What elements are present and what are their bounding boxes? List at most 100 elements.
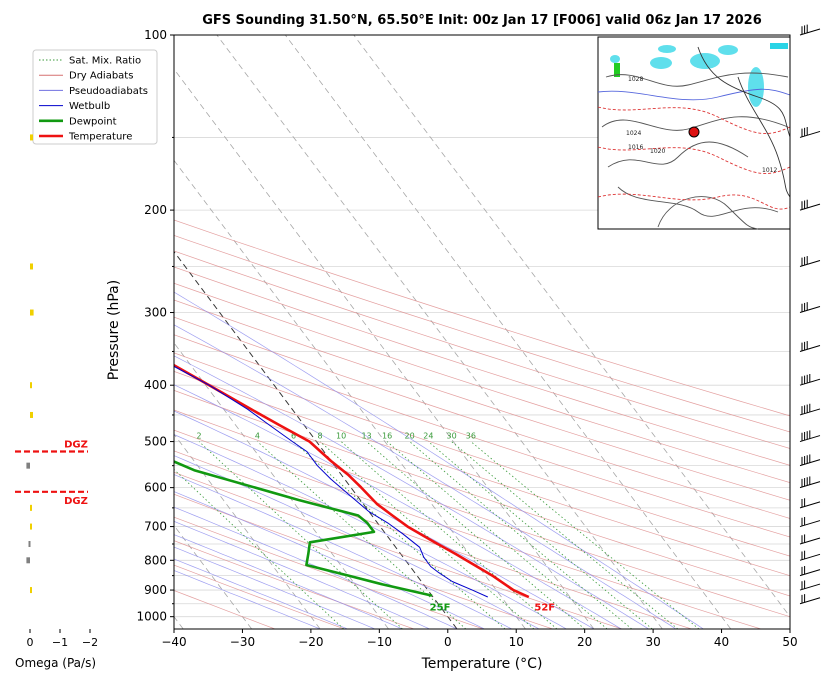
mixing-ratio-label: 8 [318, 432, 323, 441]
wind-barb [799, 341, 821, 352]
wind-barb-staff [799, 28, 821, 36]
wind-barb [799, 516, 821, 528]
wind-barb-staff [799, 597, 821, 605]
wind-barb [799, 594, 821, 605]
inset-precip [718, 45, 738, 55]
dry-adiabat-line [174, 409, 790, 618]
wind-barb [799, 430, 821, 443]
wind-barb-staff [799, 408, 821, 416]
omega-bar [28, 541, 31, 548]
dry-adiabat-line [174, 471, 623, 629]
omega-bar [30, 504, 32, 511]
omega-panel: 0 −1 −2 DGZ DGZ [15, 134, 98, 649]
dry-adiabat-line [174, 334, 790, 538]
inset-contour [607, 141, 749, 168]
x-axis-label: Temperature (°C) [421, 656, 543, 672]
legend-box [32, 49, 158, 145]
x-tick-label: −10 [367, 635, 392, 649]
wind-barb-staff [799, 569, 821, 577]
wind-barb-staff [799, 537, 821, 545]
dry-adiabat-line [174, 390, 790, 597]
inset-precip [610, 55, 620, 63]
mixing-ratio-line [428, 441, 653, 629]
mixing-ratio-line [340, 441, 558, 629]
y-tick-label: 700 [144, 520, 167, 534]
wind-barb-staff [799, 459, 821, 467]
inset-precip [690, 53, 720, 69]
wind-barb [799, 550, 821, 561]
inset-contour [697, 46, 791, 138]
isotherm-line [174, 342, 389, 629]
wind-barb [799, 454, 821, 467]
omega-bar [30, 382, 32, 389]
mixing-ratio-line [198, 441, 403, 629]
mixing-ratio-label: 24 [423, 432, 433, 441]
wind-barb-staff [799, 481, 821, 489]
mixing-ratio-line [386, 441, 608, 629]
legend-label: Sat. Mix. Ratio [69, 56, 141, 67]
inset-contour [597, 193, 791, 210]
inset-isobar-label: 1024 [626, 130, 641, 137]
surface-annotation: 25F [430, 602, 451, 613]
wind-barb [799, 199, 821, 211]
omega-bar [30, 309, 34, 316]
mixing-ratio-label: 20 [405, 432, 415, 441]
plot-frame [173, 34, 791, 630]
inset-precip [658, 45, 676, 53]
x-tick-label: 40 [714, 635, 729, 649]
wind-barb-staff [799, 130, 821, 138]
legend: Sat. Mix. Ratio Dry Adiabats Pseudoadiabat… [32, 49, 158, 145]
dry-adiabat-line [174, 299, 790, 501]
pseudoadiabat-line [174, 534, 403, 629]
omega-bar [30, 134, 33, 141]
wind-barb [799, 127, 821, 138]
pseudoadiabat-line [174, 570, 321, 629]
inset-contour [597, 106, 791, 134]
mixing-ratio-label: 16 [382, 432, 392, 441]
mixing-ratio-label: 6 [291, 432, 296, 441]
inset-isobar-label: 1016 [628, 144, 643, 151]
pseudoadiabat-line [174, 455, 540, 629]
omega-tick-label: 0 [27, 636, 34, 649]
mixing-ratio-line [409, 441, 633, 629]
omega-tick-label: −2 [82, 636, 98, 649]
dry-adiabat-line [174, 450, 692, 629]
inset-contour [597, 146, 791, 174]
dry-adiabat-line [174, 282, 790, 483]
inset-contour [737, 76, 791, 198]
wind-barb-staff [799, 553, 821, 561]
wind-barb [799, 302, 821, 314]
omega-bar [30, 587, 32, 594]
dry-adiabat-line [174, 371, 790, 577]
wind-barb [799, 566, 821, 577]
dry-adiabat-line [174, 429, 762, 629]
mixing-ratio-line [451, 441, 679, 629]
y-tick-label: 100 [144, 28, 167, 42]
pseudoadiabat-line [174, 384, 622, 629]
x-tick-label: 50 [782, 635, 797, 649]
omega-axis-label: Omega (Pa/s) [15, 656, 97, 670]
isotherm-line [216, 35, 663, 629]
x-tick-label: 0 [444, 635, 452, 649]
pseudoadiabat-line [174, 291, 704, 629]
dry-adiabat-line [174, 316, 790, 519]
mixing-ratio-label: 4 [255, 432, 260, 441]
wind-barb [799, 24, 821, 36]
y-tick-label: 600 [144, 481, 167, 495]
inset-isobar-label: 1012 [762, 167, 777, 174]
x-tick-label: −20 [298, 635, 323, 649]
omega-bar [26, 462, 30, 469]
x-tick-label: −40 [161, 635, 186, 649]
pseudoadiabat-line [174, 520, 430, 629]
mixing-ratio-line [174, 468, 345, 629]
wind-barb-staff [799, 259, 821, 267]
legend-label: Temperature [68, 132, 132, 143]
surface-annotation: 52F [534, 602, 555, 613]
y-tick-label: 800 [144, 553, 167, 567]
legend-label: Dry Adiabats [69, 71, 133, 82]
wind-barbs [799, 24, 821, 605]
dry-adiabat-line [174, 564, 345, 629]
pseudoadiabat-line [174, 474, 512, 629]
mixing-ratio-line [366, 441, 585, 629]
pseudoadiabat-line [174, 434, 567, 629]
